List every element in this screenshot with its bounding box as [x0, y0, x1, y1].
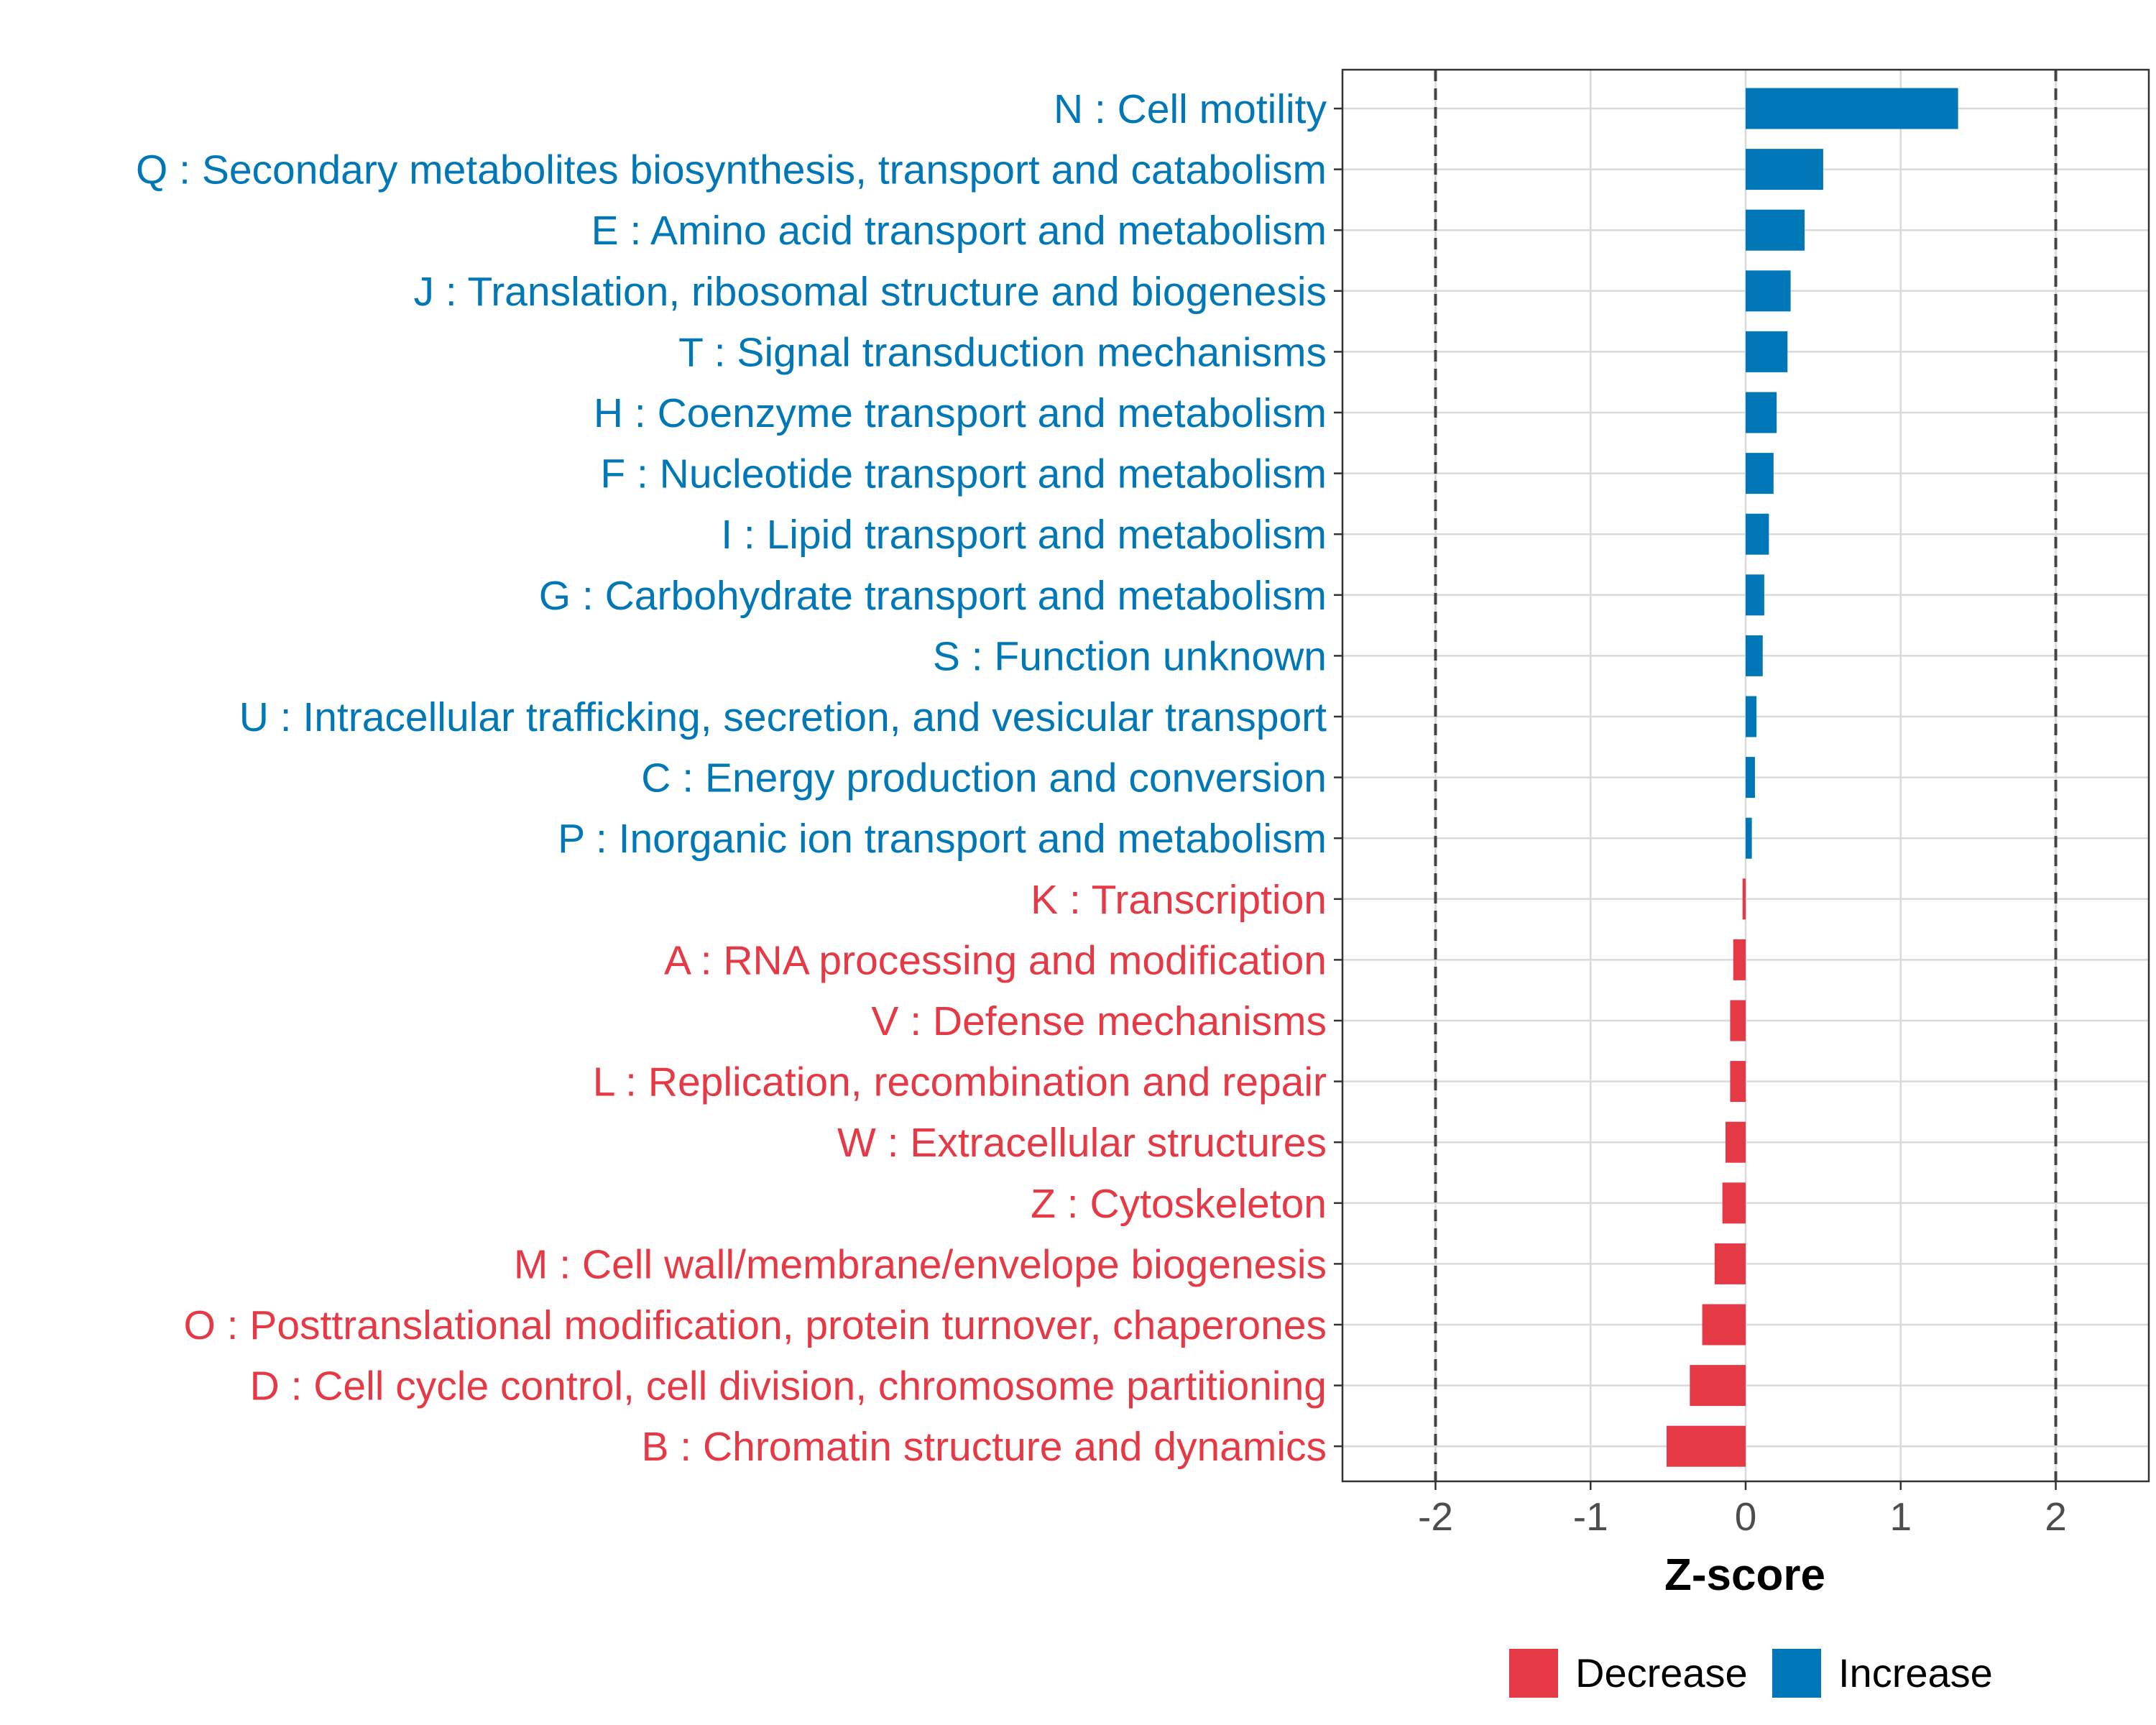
x-tick-label: -2	[1418, 1494, 1453, 1539]
y-tick-label: O : Posttranslational modification, prot…	[183, 1302, 1327, 1348]
bar-decrease	[1742, 878, 1746, 920]
y-tick-label: Q : Secondary metabolites biosynthesis, …	[136, 147, 1327, 193]
bars	[1666, 88, 1958, 1467]
x-axis-ticks	[1434, 1481, 2057, 1490]
legend-label-decrease: Decrease	[1575, 1650, 1748, 1696]
y-axis-ticks	[1334, 107, 1342, 1448]
y-tick-label: M : Cell wall/membrane/envelope biogenes…	[514, 1241, 1327, 1287]
bar-increase	[1746, 149, 1823, 190]
x-tick-label: 1	[1889, 1494, 1912, 1539]
y-tick-label: A : RNA processing and modification	[664, 937, 1327, 983]
x-axis-title: Z-score	[1664, 1550, 1825, 1600]
bar-increase	[1746, 392, 1777, 433]
y-tick-label: N : Cell motility	[1054, 86, 1327, 132]
y-tick-label: U : Intracellular trafficking, secretion…	[239, 694, 1327, 740]
bar-increase	[1746, 209, 1805, 251]
legend-swatch-increase	[1772, 1649, 1821, 1698]
bar-increase	[1746, 270, 1791, 312]
bar-decrease	[1722, 1182, 1746, 1224]
bar-decrease	[1730, 1061, 1746, 1103]
bar-increase	[1746, 331, 1788, 372]
threshold-lines	[1434, 70, 2058, 1481]
legend-label-increase: Increase	[1838, 1650, 1993, 1696]
bar-increase	[1746, 513, 1769, 555]
y-tick-label: I : Lipid transport and metabolism	[721, 512, 1327, 558]
x-tick-label: -1	[1573, 1494, 1608, 1539]
y-tick-label: K : Transcription	[1031, 877, 1327, 923]
bar-decrease	[1725, 1121, 1746, 1163]
legend-swatch-decrease	[1509, 1649, 1558, 1698]
y-tick-label: T : Signal transduction mechanisms	[678, 329, 1327, 375]
bar-decrease	[1730, 1000, 1746, 1041]
y-tick-label: C : Energy production and conversion	[641, 755, 1327, 801]
bar-decrease	[1690, 1365, 1746, 1407]
bar-increase	[1746, 635, 1763, 676]
y-tick-label: G : Carbohydrate transport and metabolis…	[539, 573, 1327, 619]
y-tick-label: S : Function unknown	[933, 633, 1327, 679]
bar-decrease	[1702, 1304, 1746, 1346]
y-tick-label: J : Translation, ribosomal structure and…	[414, 269, 1327, 315]
bar-increase	[1746, 453, 1774, 494]
y-tick-label: H : Coenzyme transport and metabolism	[594, 390, 1327, 436]
bar-decrease	[1666, 1425, 1746, 1467]
y-tick-label: P : Inorganic ion transport and metaboli…	[558, 816, 1327, 862]
x-tick-label: 2	[2045, 1494, 2067, 1539]
x-axis-labels: -2 -1 0 1 2	[1418, 1494, 2067, 1539]
y-tick-label: E : Amino acid transport and metabolism	[591, 208, 1327, 254]
bar-increase	[1746, 696, 1757, 737]
y-tick-label: L : Replication, recombination and repai…	[593, 1059, 1327, 1105]
y-tick-label: D : Cell cycle control, cell division, c…	[250, 1363, 1327, 1409]
bar-increase	[1746, 817, 1752, 859]
bar-increase	[1746, 757, 1755, 799]
bar-increase	[1746, 574, 1764, 616]
y-tick-label: B : Chromatin structure and dynamics	[641, 1424, 1327, 1470]
y-tick-label: Z : Cytoskeleton	[1031, 1181, 1327, 1227]
y-tick-label: W : Extracellular structures	[837, 1120, 1327, 1166]
y-axis-labels: N : Cell motility Q : Secondary metabolit…	[136, 86, 1327, 1470]
bar-decrease	[1714, 1243, 1746, 1284]
y-tick-label: F : Nucleotide transport and metabolism	[600, 451, 1327, 497]
x-tick-label: 0	[1735, 1494, 1757, 1539]
legend: Decrease Increase	[1509, 1649, 1993, 1698]
bar-decrease	[1733, 939, 1746, 980]
y-tick-label: V : Defense mechanisms	[871, 998, 1327, 1044]
bar-increase	[1746, 88, 1958, 129]
